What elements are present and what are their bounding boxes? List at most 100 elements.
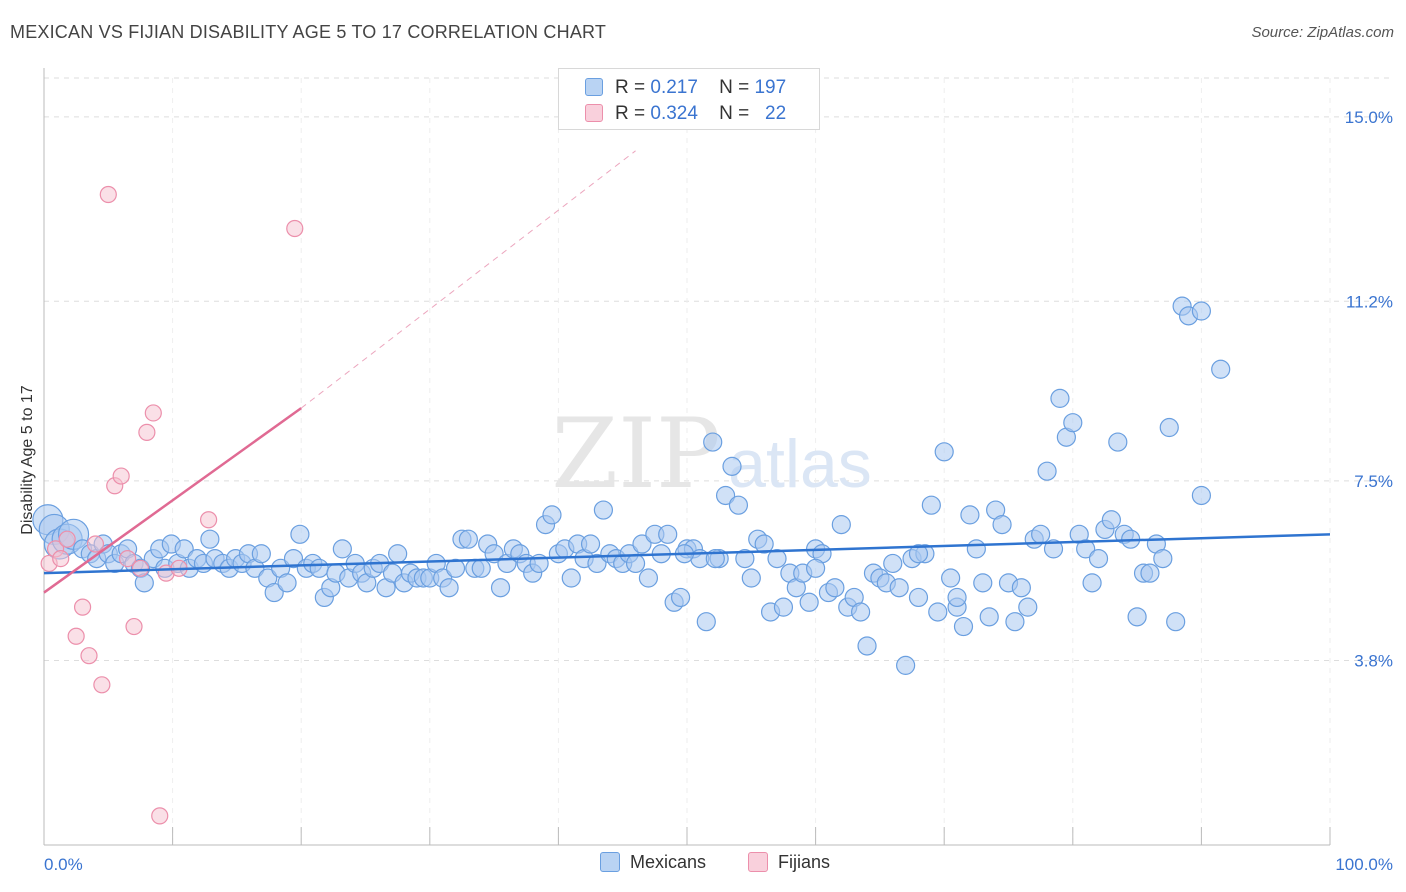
bottom-legend-label-fijians: Fijians (778, 852, 831, 872)
mexicans-point (741, 568, 761, 588)
mexicans-point (921, 495, 941, 515)
mexicans-point (953, 616, 974, 637)
mexicans-point (1108, 432, 1128, 452)
fijians-point (125, 617, 143, 636)
mexicans-point (715, 485, 736, 506)
y-tick-label: 11.2% (1346, 292, 1393, 311)
mexicans-point (309, 558, 329, 578)
mexicans-point (973, 573, 993, 593)
mexicans-point (889, 578, 909, 598)
mexicans-point (979, 607, 999, 627)
mexicans-point (947, 587, 967, 608)
mexicans-point (799, 592, 819, 612)
mexicans-point (1050, 388, 1070, 408)
mexicans-point (1088, 548, 1109, 569)
mexicans-point (283, 548, 304, 569)
legend-n-label: N = (719, 103, 750, 124)
mexicans-point (490, 578, 511, 598)
mexicans-point (883, 553, 903, 574)
mexicans-point (722, 456, 742, 476)
fijians-point (286, 219, 304, 238)
mexicans-point (439, 578, 459, 598)
mexicans-point (908, 544, 929, 564)
mexicans-point (728, 495, 749, 515)
gridlines (44, 77, 1392, 845)
bottom-legend-fijians: Fijians (748, 852, 830, 873)
bottom-legend-swatch-fijians (748, 852, 768, 872)
y-tick-label: 15.0% (1345, 108, 1393, 127)
mexicans-point (200, 529, 220, 549)
fijians-point (58, 530, 76, 548)
mexicans-point (1159, 417, 1179, 438)
fijians-point (131, 559, 150, 577)
mexicans-point (1031, 524, 1051, 544)
mexicans-point (1166, 612, 1186, 632)
mexicans-point (1191, 485, 1212, 506)
fijians-point (99, 185, 117, 204)
mexicans-point (703, 432, 723, 452)
mexicans-point (625, 553, 646, 574)
mexicans-point (696, 612, 716, 632)
fijians-point (151, 807, 169, 825)
mexicans-point (445, 558, 466, 578)
bottom-legend-label-mexicans: Mexicans (630, 852, 707, 872)
y-tick-label: 3.8% (1354, 652, 1393, 671)
mexicans-point (831, 515, 851, 535)
fijians-point (138, 423, 156, 441)
mexicans-point (1153, 548, 1173, 569)
mexicans-point (966, 539, 986, 559)
mexicans-point (264, 582, 284, 603)
mexicans-point (1140, 563, 1160, 583)
mexicans-point (587, 553, 607, 574)
legend-r-label: R = (615, 103, 646, 124)
fijians-point (200, 511, 218, 529)
legend-r-label: R = (615, 77, 646, 98)
mexicans-point (277, 573, 297, 593)
mexicans-point (593, 500, 614, 520)
legend-n-label: N = (719, 77, 750, 98)
tick-labels: 3.8% 7.5% 11.2% 15.0% 0.0% 100.0% (44, 108, 1393, 874)
axes (43, 68, 1331, 846)
mexicans-point (1101, 510, 1121, 530)
fijians-trend-extension (300, 150, 636, 409)
mexicans-point (632, 534, 652, 554)
fijians-point (80, 647, 98, 665)
mexicans-point (658, 524, 678, 544)
chart-title: MEXICAN VS FIJIAN DISABILITY AGE 5 TO 17… (10, 22, 607, 42)
mexicans-point (1127, 607, 1147, 627)
mexicans-point (754, 534, 774, 554)
bottom-legend-swatch-mexicans (600, 852, 620, 872)
mexicans-point (542, 505, 562, 525)
mexicans-point (825, 578, 845, 598)
mexicans-point (1043, 539, 1064, 559)
x-tick-label-max: 100.0% (1335, 855, 1393, 874)
mexicans-point (1005, 612, 1025, 632)
watermark-zip: ZIP (551, 398, 720, 510)
fijians-points (40, 185, 304, 825)
fijians-point (112, 467, 130, 485)
mexicans-point (561, 568, 581, 588)
mexicans-point (992, 515, 1012, 535)
mexicans-point (1082, 573, 1102, 593)
source-label: Source: ZipAtlas.com (1251, 24, 1394, 41)
mexicans-point (251, 544, 271, 564)
mexicans-point (670, 587, 691, 608)
legend-n-value: 197 (754, 77, 787, 98)
fijians-point (144, 404, 162, 422)
trend-lines (43, 150, 1331, 594)
mexicans-point (857, 636, 877, 656)
bottom-legend-mexicans: Mexicans (600, 852, 706, 873)
x-tick-label-min: 0.0% (44, 855, 83, 874)
mexicans-point (1211, 359, 1231, 379)
fijians-point (52, 549, 70, 568)
y-tick-label: 7.5% (1354, 472, 1393, 491)
mexicans-point (638, 568, 659, 588)
mexicans-point (941, 568, 961, 588)
mexicans-point (1191, 301, 1212, 321)
mexicans-point (388, 544, 408, 564)
mexicans-point (580, 534, 601, 554)
fijians-point (118, 549, 137, 568)
mexicans-point (851, 602, 871, 622)
mexicans-point (896, 655, 916, 675)
